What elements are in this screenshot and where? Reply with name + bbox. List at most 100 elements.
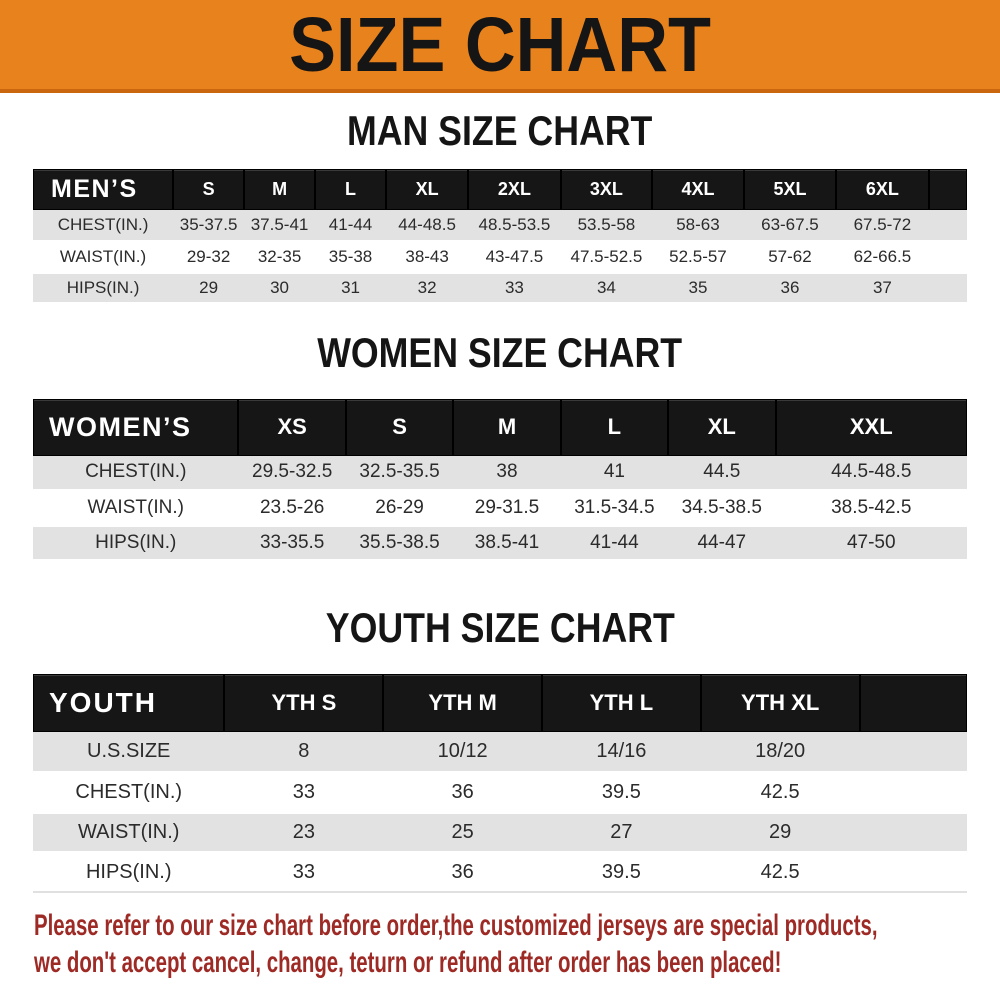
column-header: YTH XL (700, 674, 860, 732)
banner-title: SIZE CHART (289, 1, 711, 88)
table-cell: 27 (542, 812, 701, 854)
row-label: WAIST(IN.) (33, 812, 225, 854)
table-cell: 47.5-52.5 (560, 241, 653, 274)
women-table-title: WOMEN’S (33, 398, 239, 456)
table-cell: 44-48.5 (386, 210, 469, 243)
table-cell: 33 (468, 272, 561, 305)
table-cell: 34 (560, 272, 653, 305)
filler-cell (928, 272, 967, 305)
column-header: XL (668, 398, 776, 456)
table-cell: 29-31.5 (453, 490, 561, 527)
table-cell: 29 (700, 812, 860, 854)
table-cell: 38.5-42.5 (775, 490, 967, 527)
table-cell: 26-29 (345, 490, 454, 527)
table-cell: 58-63 (652, 210, 744, 243)
row-label: WAIST(IN.) (33, 241, 174, 274)
youth-size-table: YOUTH YTH S YTH M YTH L YTH XL U.S.SIZE … (33, 674, 967, 893)
column-header: YTH M (383, 674, 542, 732)
table-cell: 41 (560, 455, 669, 492)
women-section-title: WOMEN SIZE CHART (0, 329, 1000, 377)
men-table-title: MEN’S (33, 169, 174, 210)
table-cell: 37.5-41 (244, 210, 316, 243)
table-cell: 52.5-57 (652, 241, 744, 274)
column-header: 2XL (468, 169, 561, 210)
filler-cell (859, 812, 967, 854)
column-header: YTH S (224, 674, 384, 732)
table-cell: 42.5 (700, 772, 860, 814)
column-header: 6XL (836, 169, 929, 210)
column-header: M (453, 398, 561, 456)
youth-header-row: YOUTH YTH S YTH M YTH L YTH XL (33, 674, 967, 732)
table-cell: 44-47 (668, 525, 776, 562)
women-size-table: WOMEN’S XS S M L XL XXL CHEST(IN.) 29.5-… (33, 398, 967, 562)
table-cell: 41-44 (560, 525, 669, 562)
table-cell: 44.5-48.5 (775, 455, 967, 492)
row-label: HIPS(IN.) (33, 852, 225, 893)
column-header: L (560, 398, 669, 456)
table-row: CHEST(IN.) 33 36 39.5 42.5 (33, 772, 967, 814)
filler-cell (859, 772, 967, 814)
table-cell: 35-38 (315, 241, 387, 274)
table-cell: 32.5-35.5 (345, 455, 454, 492)
row-label: CHEST(IN.) (33, 455, 239, 492)
table-cell: 18/20 (700, 732, 860, 774)
filler-cell (928, 241, 967, 274)
youth-section-title-text: YOUTH SIZE CHART (325, 604, 675, 651)
table-cell: 38 (453, 455, 561, 492)
table-cell: 33-35.5 (238, 525, 346, 562)
table-cell: 14/16 (542, 732, 701, 774)
table-cell: 35 (652, 272, 744, 305)
filler-cell (859, 732, 967, 774)
table-cell: 38-43 (386, 241, 469, 274)
table-cell: 29-32 (173, 241, 245, 274)
column-header: XXL (775, 398, 967, 456)
column-header: M (244, 169, 316, 210)
table-cell: 31 (315, 272, 387, 305)
row-label: HIPS(IN.) (33, 272, 174, 305)
column-header: YTH L (542, 674, 701, 732)
table-row: CHEST(IN.) 35-37.5 37.5-41 41-44 44-48.5… (33, 210, 967, 243)
disclaimer-note: Please refer to our size chart before or… (0, 907, 1000, 981)
table-cell: 29.5-32.5 (238, 455, 346, 492)
men-header-row: MEN’S S M L XL 2XL 3XL 4XL 5XL 6XL (33, 169, 967, 210)
table-cell: 63-67.5 (743, 210, 837, 243)
row-label: WAIST(IN.) (33, 490, 239, 527)
column-header: 3XL (560, 169, 653, 210)
table-cell: 67.5-72 (836, 210, 929, 243)
row-label: CHEST(IN.) (33, 210, 174, 243)
table-cell: 30 (244, 272, 316, 305)
table-cell: 47-50 (775, 525, 967, 562)
column-header: S (173, 169, 245, 210)
table-cell: 38.5-41 (453, 525, 561, 562)
men-size-table: MEN’S S M L XL 2XL 3XL 4XL 5XL 6XL CHEST… (33, 169, 967, 305)
disclaimer-line-2: we don't accept cancel, change, teturn o… (34, 946, 782, 979)
youth-table-title: YOUTH (33, 674, 225, 732)
table-cell: 35.5-38.5 (345, 525, 454, 562)
table-cell: 23.5-26 (238, 490, 346, 527)
filler-cell (928, 169, 967, 210)
table-row: WAIST(IN.) 23.5-26 26-29 29-31.5 31.5-34… (33, 490, 967, 527)
youth-section-title: YOUTH SIZE CHART (0, 604, 1000, 652)
table-cell: 35-37.5 (173, 210, 245, 243)
table-cell: 39.5 (542, 852, 701, 893)
table-cell: 44.5 (668, 455, 776, 492)
table-cell: 33 (224, 852, 384, 893)
table-cell: 53.5-58 (560, 210, 653, 243)
row-label: U.S.SIZE (33, 732, 225, 774)
table-row: CHEST(IN.) 29.5-32.5 32.5-35.5 38 41 44.… (33, 455, 967, 492)
table-cell: 37 (836, 272, 929, 305)
women-section-title-text: WOMEN SIZE CHART (317, 328, 683, 376)
table-cell: 36 (743, 272, 837, 305)
table-cell: 31.5-34.5 (560, 490, 669, 527)
row-label: HIPS(IN.) (33, 525, 239, 562)
table-cell: 34.5-38.5 (668, 490, 776, 527)
table-cell: 25 (383, 812, 542, 854)
table-cell: 41-44 (315, 210, 387, 243)
table-cell: 62-66.5 (836, 241, 929, 274)
column-header: 4XL (652, 169, 744, 210)
table-cell: 32 (386, 272, 469, 305)
table-cell: 39.5 (542, 772, 701, 814)
size-chart-banner: SIZE CHART (0, 0, 1000, 93)
table-cell: 10/12 (383, 732, 542, 774)
women-header-row: WOMEN’S XS S M L XL XXL (33, 398, 967, 456)
